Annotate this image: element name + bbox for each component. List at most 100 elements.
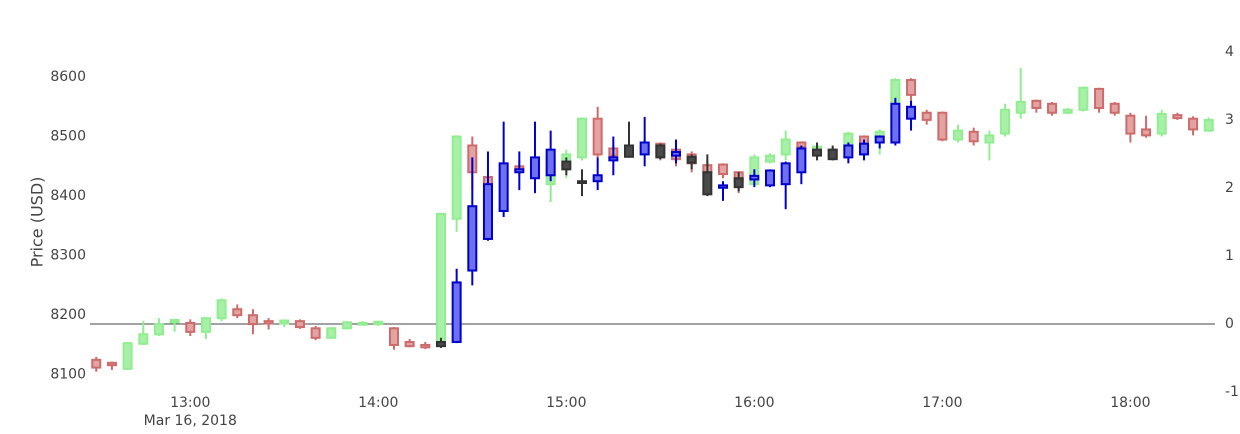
- candle-body: [749, 174, 760, 181]
- candle-body: [326, 327, 337, 339]
- candle-body: [608, 156, 619, 162]
- candle-body: [859, 142, 870, 156]
- candle-body: [733, 177, 744, 189]
- x-tick-label: 15:00: [546, 395, 586, 411]
- candle-body: [1203, 118, 1214, 132]
- y2-tick-label: 0: [1225, 316, 1234, 332]
- y2-tick-label: -1: [1225, 384, 1239, 400]
- y2-tick-label: 4: [1225, 44, 1234, 60]
- candle-body: [514, 168, 525, 174]
- candle-body: [404, 340, 415, 348]
- candle-body: [718, 163, 729, 176]
- candle-body: [780, 138, 791, 156]
- candle-body: [435, 340, 446, 348]
- y-tick-label: 8100: [50, 367, 86, 383]
- candle-body: [953, 129, 964, 141]
- candle-body: [796, 147, 807, 174]
- candle-body: [138, 333, 149, 345]
- candle-body: [623, 144, 634, 158]
- candle-body: [1078, 86, 1089, 111]
- candle-body: [106, 361, 117, 367]
- candle-body: [812, 148, 823, 157]
- x-tick-label: 13:00: [170, 395, 210, 411]
- candle-body: [655, 144, 666, 159]
- candle-body: [169, 318, 180, 324]
- candle-body: [1031, 99, 1042, 109]
- candle-body: [592, 174, 603, 183]
- candle-body: [1000, 108, 1011, 135]
- candle-body: [702, 171, 713, 196]
- candle-body: [639, 141, 650, 156]
- candle-body: [388, 327, 399, 346]
- candle-body: [780, 162, 791, 186]
- candle-body: [1094, 87, 1105, 109]
- y-axis-title: Price (USD): [28, 177, 47, 268]
- x-tick-label: 14:00: [358, 395, 398, 411]
- candle-body: [906, 78, 917, 96]
- candle-body: [1172, 114, 1183, 120]
- candle-body: [765, 169, 776, 187]
- candle-body: [718, 184, 729, 189]
- candle-body: [765, 154, 776, 163]
- candle-body: [373, 320, 384, 326]
- x-date-label: Mar 16, 2018: [144, 413, 237, 429]
- candle-body: [420, 343, 431, 349]
- candle-body: [482, 183, 493, 240]
- candle-body: [122, 342, 133, 370]
- candle-body: [576, 180, 587, 184]
- y2-tick-label: 3: [1225, 112, 1234, 128]
- y2-tick-label: 1: [1225, 248, 1234, 264]
- candle-body: [185, 321, 196, 333]
- candle-body: [1141, 128, 1152, 137]
- candle-body: [843, 144, 854, 159]
- x-tick-label: 18:00: [1110, 395, 1150, 411]
- candle-body: [890, 102, 901, 144]
- candle-body: [874, 135, 885, 144]
- y-tick-label: 8300: [50, 248, 86, 264]
- candle-body: [921, 111, 932, 121]
- candle-body: [1015, 101, 1026, 114]
- y-tick-label: 8500: [50, 129, 86, 145]
- candle-body: [937, 111, 948, 141]
- candle-body: [686, 155, 697, 164]
- candle-body: [1125, 114, 1136, 135]
- candle-body: [1156, 112, 1167, 135]
- y-tick-label: 8400: [50, 188, 86, 204]
- candle-body: [968, 130, 979, 143]
- candle-body: [247, 314, 258, 326]
- candle-body: [153, 323, 164, 336]
- candle-body: [984, 134, 995, 144]
- candle-body: [91, 358, 102, 369]
- candle-body: [827, 148, 838, 161]
- candle-body: [232, 308, 243, 317]
- y-tick-label: 8200: [50, 307, 86, 323]
- candle-body: [200, 317, 211, 333]
- candle-body: [592, 117, 603, 156]
- y2-tick-label: 2: [1225, 180, 1234, 196]
- candle-body: [451, 135, 462, 220]
- candle-body: [1188, 117, 1199, 131]
- candle-body: [451, 281, 462, 343]
- candle-body: [279, 319, 290, 325]
- candle-body: [435, 212, 446, 346]
- candle-body: [671, 151, 682, 157]
- candle-body: [216, 299, 227, 320]
- candle-body: [529, 156, 540, 180]
- candle-body: [561, 160, 572, 171]
- candle-body: [263, 320, 274, 325]
- candle-body: [576, 117, 587, 159]
- candle-body: [467, 205, 478, 272]
- candle-body: [1062, 108, 1073, 114]
- candle-body: [357, 321, 368, 326]
- x-tick-label: 16:00: [734, 395, 774, 411]
- candle-body: [1047, 102, 1058, 114]
- candle-body: [310, 327, 321, 339]
- candle-body: [294, 320, 305, 329]
- candle-body: [906, 105, 917, 120]
- candle-body: [545, 148, 556, 177]
- candle-body: [498, 162, 509, 212]
- candle-body: [341, 321, 352, 330]
- candle-body: [1109, 102, 1120, 114]
- x-tick-label: 17:00: [922, 395, 962, 411]
